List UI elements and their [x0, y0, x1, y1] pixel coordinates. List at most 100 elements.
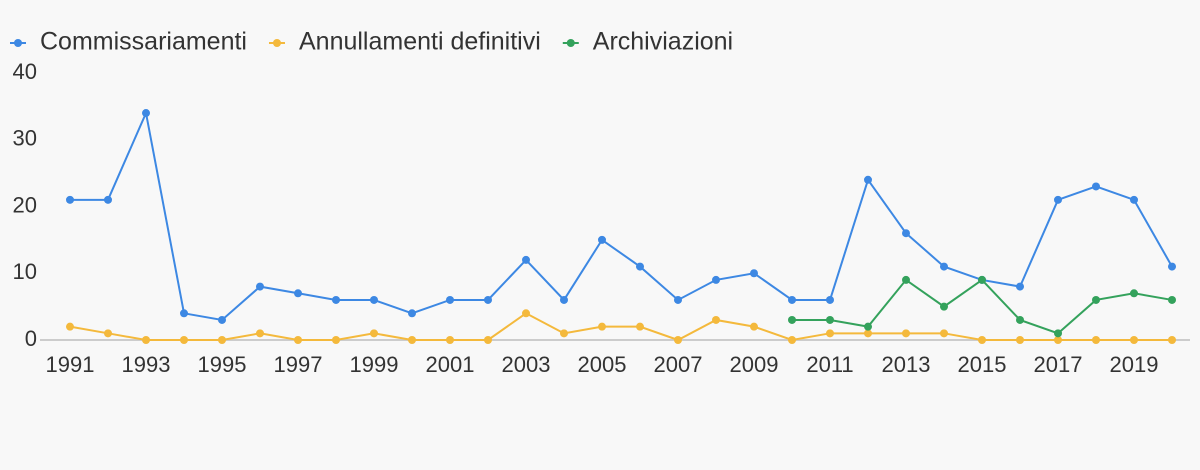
data-point [826, 315, 834, 324]
legend-marker [272, 39, 281, 47]
data-point [1130, 195, 1138, 204]
data-point [294, 289, 302, 298]
x-tick-label: 2019 [1110, 352, 1159, 377]
legend-label: Archiviazioni [593, 28, 733, 56]
data-point [902, 229, 910, 238]
data-point [1016, 315, 1024, 324]
data-point [1092, 336, 1100, 344]
y-tick-label: 40 [13, 59, 37, 84]
data-point [484, 336, 492, 344]
data-point [1168, 336, 1176, 344]
data-point [180, 309, 188, 318]
data-point [674, 336, 682, 344]
data-point [332, 295, 340, 304]
data-point [826, 329, 834, 338]
data-point [1016, 282, 1024, 291]
data-point [940, 302, 948, 311]
data-point [522, 255, 530, 264]
x-tick-label: 2017 [1034, 352, 1083, 377]
data-point [180, 336, 188, 344]
data-point [1016, 336, 1024, 344]
x-tick-label: 2009 [730, 352, 779, 377]
data-point [218, 315, 226, 324]
data-point [598, 322, 606, 331]
x-tick-label: 1993 [122, 352, 171, 377]
legend-label: Commissariamenti [40, 28, 247, 56]
data-point [636, 262, 644, 271]
legend-marker [566, 39, 575, 47]
data-point [256, 282, 264, 291]
x-tick-label: 1991 [46, 352, 95, 377]
x-tick-label: 2005 [578, 352, 627, 377]
y-tick-label: 0 [25, 326, 37, 351]
data-point [142, 336, 150, 344]
data-point [218, 336, 226, 344]
data-point [598, 235, 606, 244]
data-point [978, 336, 986, 344]
data-point [1054, 195, 1062, 204]
data-point [408, 336, 416, 344]
x-tick-label: 2011 [806, 352, 853, 377]
data-point [484, 295, 492, 304]
data-point [940, 262, 948, 271]
data-point [902, 275, 910, 284]
data-point [1130, 336, 1138, 344]
data-point [560, 295, 568, 304]
data-point [370, 329, 378, 338]
legend-marker [14, 39, 22, 47]
data-point [788, 336, 796, 344]
data-point [1168, 295, 1176, 304]
data-point [864, 322, 872, 331]
data-point [522, 309, 530, 318]
y-tick-label: 10 [13, 259, 37, 284]
data-point [864, 175, 872, 184]
data-point [1092, 182, 1100, 191]
data-point [408, 309, 416, 318]
series-line [70, 109, 1173, 322]
data-point [750, 322, 758, 331]
x-tick-label: 2013 [882, 352, 931, 377]
data-point [978, 275, 986, 284]
data-point [446, 295, 454, 304]
data-point [370, 295, 378, 304]
data-point [750, 269, 758, 278]
x-tick-label: 2003 [502, 352, 551, 377]
data-point [712, 275, 720, 284]
legend-label: Annullamenti definitivi [299, 28, 541, 56]
data-point [1054, 329, 1062, 338]
series-line [69, 312, 1172, 342]
data-point [446, 336, 454, 344]
data-point [788, 295, 796, 304]
data-point [636, 322, 644, 331]
data-point [788, 315, 796, 324]
data-point [712, 315, 720, 324]
data-point [1130, 289, 1138, 298]
y-tick-label: 30 [13, 126, 37, 151]
data-point [104, 329, 112, 338]
data-point [674, 295, 682, 304]
x-tick-label: 1997 [274, 352, 323, 377]
data-point [826, 295, 834, 304]
data-point [104, 195, 112, 204]
data-point [1092, 295, 1100, 304]
data-point [902, 329, 910, 338]
data-point [1054, 336, 1062, 344]
x-tick-label: 1999 [350, 352, 399, 377]
data-point [864, 329, 872, 338]
x-tick-label: 2007 [654, 352, 703, 377]
x-tick-label: 1995 [198, 352, 247, 377]
data-point [1168, 262, 1176, 271]
data-point [256, 329, 264, 338]
data-point [560, 329, 568, 338]
data-point [142, 109, 150, 118]
series-line [792, 278, 1173, 335]
x-tick-label: 2001 [426, 352, 475, 377]
data-point [66, 195, 74, 204]
data-point [294, 336, 302, 344]
data-point [332, 336, 340, 344]
data-point [66, 322, 74, 331]
data-point [940, 329, 948, 338]
x-tick-label: 2015 [958, 352, 1007, 377]
